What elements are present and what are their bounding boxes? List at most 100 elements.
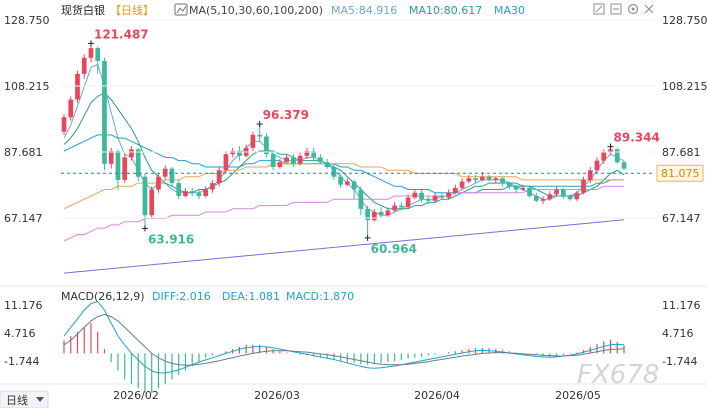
price-tick-left: 67.147 [4, 212, 43, 225]
annotation-label: 60.964 [371, 242, 417, 256]
candle-down [102, 60, 107, 164]
candle-up [345, 181, 350, 185]
close-icon[interactable] [644, 4, 654, 14]
candle-down [567, 195, 573, 200]
candle-up [216, 170, 222, 184]
candle-down [142, 176, 148, 216]
price-tick-right: 87.681 [662, 146, 701, 159]
candle-up [594, 160, 600, 171]
candle-up [250, 134, 256, 148]
candle-down [378, 212, 384, 216]
price-tick-left: 128.750 [4, 14, 50, 27]
x-tick-label: 2026/04 [414, 389, 460, 402]
candles: 81.075 [61, 43, 704, 238]
price-tick-right: 128.750 [662, 14, 707, 27]
candle-down [486, 176, 492, 180]
macd-tick-left: -1.744 [4, 355, 39, 368]
candle-up [75, 73, 80, 100]
ma10-value: MA10:80.617 [409, 4, 482, 17]
candle-up [223, 154, 229, 171]
candle-up [540, 199, 546, 201]
candle-up [574, 192, 580, 200]
candle-up [203, 189, 209, 196]
candle-up [392, 205, 397, 211]
candle-up [466, 178, 472, 182]
candle-up [608, 149, 613, 153]
candle-up [601, 152, 607, 161]
candle-up [183, 191, 188, 196]
candle-up [587, 170, 593, 180]
candle-down [196, 192, 202, 196]
candle-down [324, 162, 330, 168]
macd-axis: 11.176 11.176 4.716 4.716 -1.744 -1.744 [4, 299, 701, 368]
candle-up [493, 178, 499, 180]
macd-tick-right: 11.176 [662, 299, 701, 312]
candle-down [533, 195, 539, 201]
candle-up [149, 189, 155, 216]
price-tick-right: 108.215 [662, 80, 707, 93]
ma30-line [63, 134, 624, 194]
candle-up [581, 179, 586, 193]
candle-up [284, 157, 290, 163]
period-label[interactable]: 【日线】 [110, 3, 154, 17]
candle-up [459, 181, 465, 188]
macd-label: MACD(26,12,9) [61, 290, 145, 303]
symbol-title: 现货白银 [61, 3, 105, 17]
macd-value: MACD:1.870 [286, 290, 354, 303]
candle-up [452, 187, 458, 193]
candle-up [68, 99, 74, 118]
ma200-line [63, 219, 625, 274]
period-button-label: 日线 [6, 393, 28, 407]
ma10-line [63, 92, 625, 210]
candle-down [614, 149, 620, 163]
candle-down [318, 157, 323, 163]
ma-params: MA(5,10,30,60,100,200) [189, 4, 323, 17]
candle-down [439, 195, 445, 198]
candle-down [338, 176, 343, 185]
candle-down [270, 154, 276, 168]
period-button[interactable]: 日线 [0, 390, 49, 408]
candle-down [189, 191, 195, 193]
candle-up [372, 212, 377, 221]
x-axis: 2026/02 2026/03 2026/04 2026/05 [113, 389, 601, 402]
candle-down [311, 150, 316, 158]
candle-up [547, 194, 553, 200]
macd-tick-left: 11.176 [4, 299, 43, 312]
candle-down [513, 186, 519, 190]
price-tick-left: 108.215 [4, 80, 50, 93]
ma-indicator-button[interactable] [174, 3, 188, 16]
candle-down [264, 136, 269, 155]
current-price-tag [656, 164, 704, 182]
candle-down [425, 199, 431, 201]
candle-down [95, 48, 101, 61]
candle-down [351, 181, 357, 190]
macd-dea-line [63, 313, 625, 366]
candle-down [237, 150, 242, 156]
collapse-icon[interactable] [610, 3, 622, 15]
candle-up [156, 176, 161, 190]
annotations: 121.487 96.379 89.344 63.916 60.964 [87, 27, 660, 256]
candle-down [473, 178, 478, 180]
candle-down [506, 183, 512, 187]
macd-tick-left: 4.716 [4, 327, 36, 340]
macd-panel [63, 300, 625, 393]
price-tick-left: 87.681 [4, 146, 43, 159]
expand-icon[interactable] [593, 3, 605, 15]
candle-up [520, 187, 526, 190]
price-tick-right: 67.147 [662, 212, 701, 225]
candle-up [122, 157, 128, 180]
candle-down [500, 178, 505, 184]
candle-down [176, 183, 182, 196]
candle-up [277, 162, 283, 168]
candle-down [331, 167, 337, 177]
candle-up [129, 149, 134, 158]
candle-down [560, 189, 566, 196]
candle-up [297, 155, 303, 164]
gear-icon[interactable] [627, 3, 639, 15]
candle-up [61, 117, 67, 132]
chevron-down-icon [36, 397, 44, 402]
current-price-label: 81.075 [661, 167, 700, 180]
x-tick-label: 2026/03 [254, 389, 300, 402]
